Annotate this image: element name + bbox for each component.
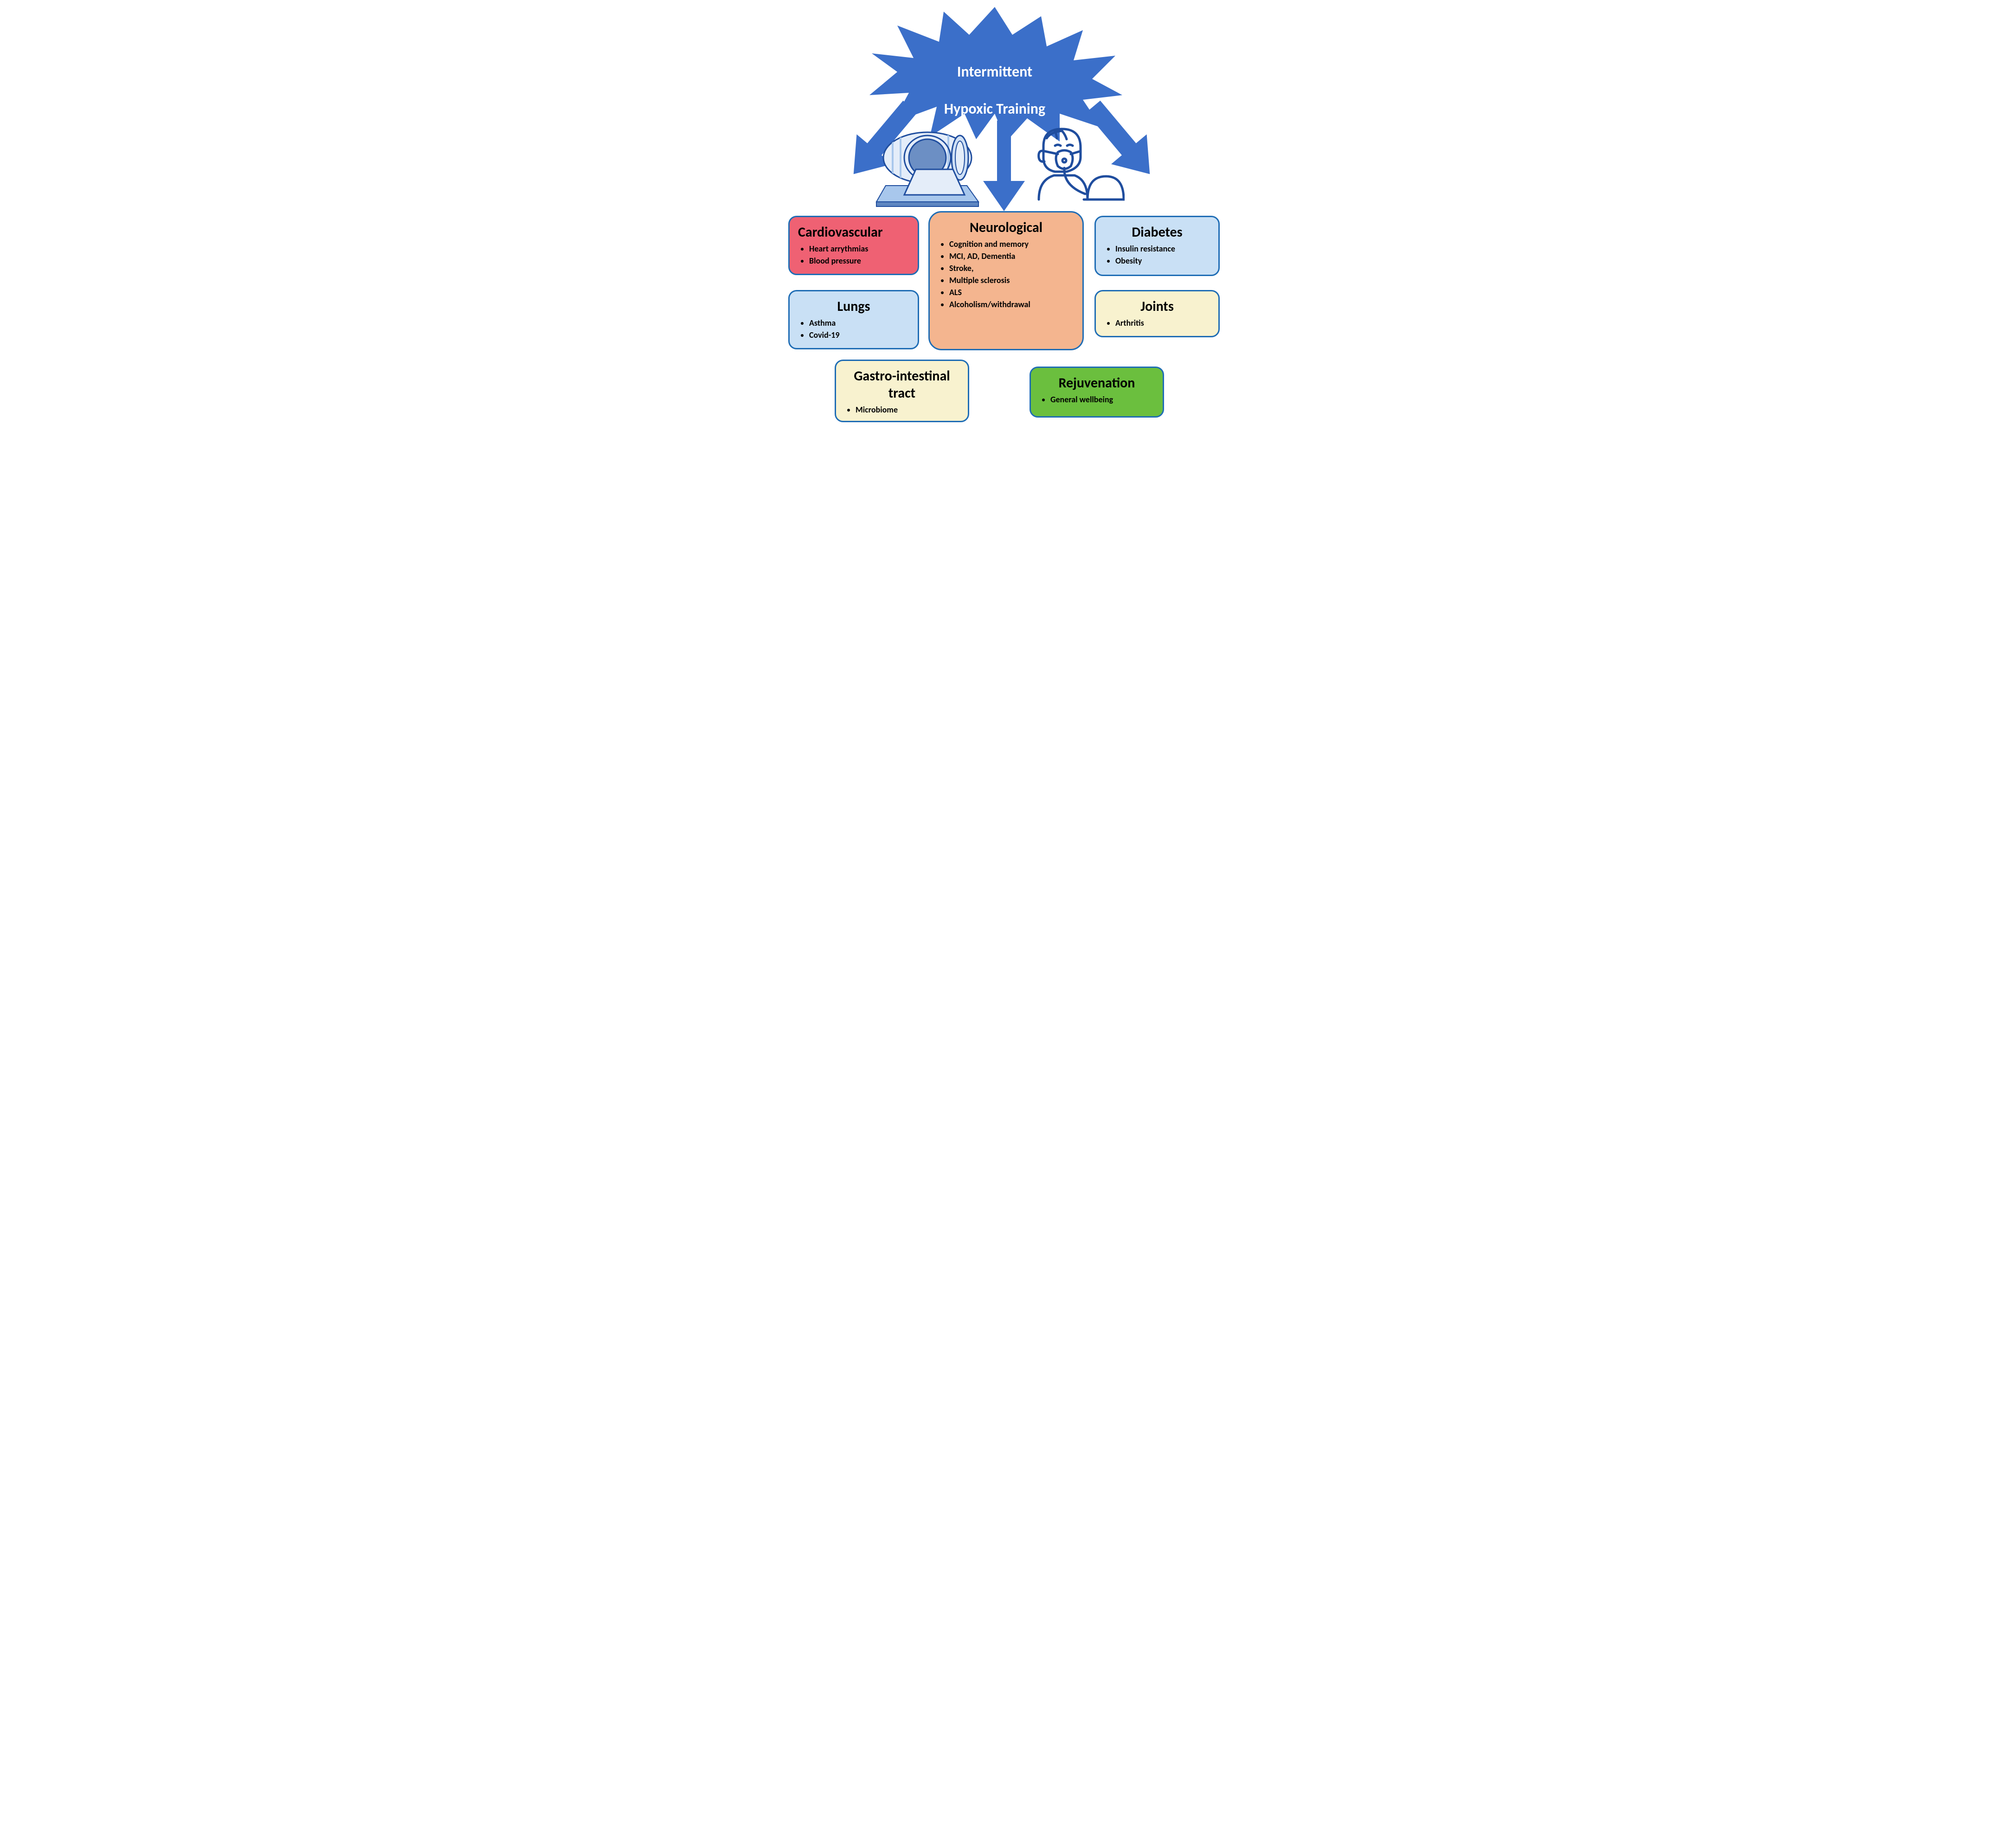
box-joints-title: Joints: [1104, 298, 1210, 315]
bullet-item: Arthritis: [1115, 318, 1210, 328]
bullet-item: Alcoholism/withdrawal: [949, 299, 1074, 309]
box-lungs-title: Lungs: [798, 298, 909, 315]
bullet-item: Stroke,: [949, 263, 1074, 273]
box-gi-title: Gastro-intestinal tract: [844, 367, 959, 402]
bullet-item: Heart arrythmias: [809, 244, 909, 254]
box-neurological: Neurological Cognition and memory MCI, AD…: [928, 211, 1084, 350]
box-joints-list: Arthritis: [1104, 318, 1210, 328]
box-lungs: Lungs Asthma Covid-19: [788, 290, 919, 349]
bullet-item: Cognition and memory: [949, 239, 1074, 249]
box-gi-list: Microbiome: [844, 405, 959, 415]
box-cardiovascular: Cardiovascular Heart arrythmias Blood pre…: [788, 216, 919, 275]
bullet-item: Obesity: [1115, 256, 1210, 266]
box-neuro-title: Neurological: [938, 219, 1074, 236]
bullet-item: General wellbeing: [1050, 394, 1154, 405]
bullet-item: Insulin resistance: [1115, 244, 1210, 254]
hyperbaric-chamber-icon: [872, 125, 992, 209]
bullet-item: ALS: [949, 287, 1074, 297]
bullet-item: Microbiome: [856, 405, 959, 415]
box-cardio-title: Cardiovascular: [798, 224, 909, 241]
bullet-item: Blood pressure: [809, 256, 909, 266]
box-cardio-list: Heart arrythmias Blood pressure: [798, 244, 909, 266]
bullet-item: MCI, AD, Dementia: [949, 251, 1074, 261]
box-rejuv-title: Rejuvenation: [1039, 374, 1154, 392]
box-joints: Joints Arthritis: [1094, 290, 1220, 337]
bullet-item: Covid-19: [809, 330, 909, 340]
box-gastrointestinal: Gastro-intestinal tract Microbiome: [835, 360, 969, 422]
bullet-item: Multiple sclerosis: [949, 275, 1074, 285]
box-diabetes-title: Diabetes: [1104, 224, 1210, 241]
oxygen-mask-person-icon: [1023, 125, 1125, 204]
box-diabetes: Diabetes Insulin resistance Obesity: [1094, 216, 1220, 276]
diagram-canvas: Intermittent Hypoxic Training: [772, 0, 1236, 427]
box-lungs-list: Asthma Covid-19: [798, 318, 909, 340]
starburst-title-line2: Hypoxic Training: [944, 100, 1045, 118]
box-rejuvenation: Rejuvenation General wellbeing: [1030, 367, 1164, 418]
bullet-item: Asthma: [809, 318, 909, 328]
starburst-title-line1: Intermittent: [957, 63, 1032, 81]
box-neuro-list: Cognition and memory MCI, AD, Dementia Str…: [938, 239, 1074, 309]
box-rejuv-list: General wellbeing: [1039, 394, 1154, 405]
box-diabetes-list: Insulin resistance Obesity: [1104, 244, 1210, 266]
